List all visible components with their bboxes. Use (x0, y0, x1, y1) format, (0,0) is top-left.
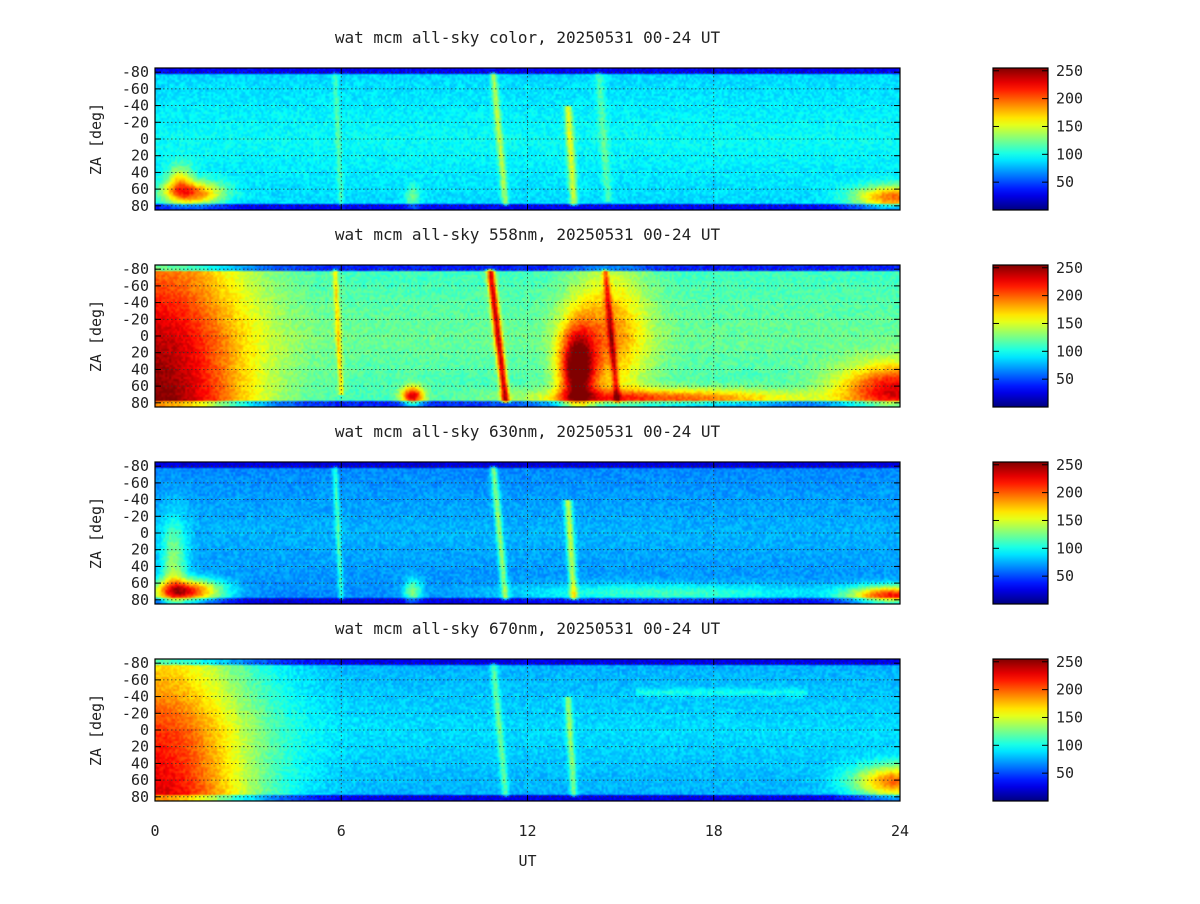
colorbar-tick-label: 200 (1056, 484, 1083, 502)
x-tick-label: 12 (518, 822, 536, 840)
colorbar-tick-label: 200 (1056, 287, 1083, 305)
colorbar-tick-label: 200 (1056, 681, 1083, 699)
y-tick-label: 0 (140, 130, 149, 148)
y-tick-label: -40 (122, 688, 149, 706)
colorbar-tick-label: 100 (1056, 342, 1083, 360)
y-tick-label: -20 (122, 310, 149, 328)
colorbar-tick-label: 50 (1056, 370, 1074, 388)
x-tick-label: 0 (150, 822, 159, 840)
y-tick-label: 80 (131, 197, 149, 215)
y-tick-label: 0 (140, 721, 149, 739)
y-tick-label: 60 (131, 377, 149, 395)
y-tick-label: 40 (131, 557, 149, 575)
y-tick-label: 80 (131, 394, 149, 412)
y-axis-label: ZA [deg] (87, 497, 105, 569)
colorbar-tick-label: 50 (1056, 567, 1074, 585)
panel-title: wat mcm all-sky 558nm, 20250531 00-24 UT (335, 225, 721, 244)
y-axis-label: ZA [deg] (87, 103, 105, 175)
colorbar-tick-label: 250 (1056, 62, 1083, 80)
colorbar-tick-label: 100 (1056, 145, 1083, 163)
y-tick-label: -60 (122, 277, 149, 295)
panel-2: wat mcm all-sky 558nm, 20250531 00-24 UT… (87, 225, 1083, 412)
colorbar (992, 67, 1049, 211)
y-tick-label: 20 (131, 147, 149, 165)
x-tick-label: 6 (337, 822, 346, 840)
y-tick-label: 40 (131, 163, 149, 181)
y-tick-label: 20 (131, 541, 149, 559)
y-axis-label: ZA [deg] (87, 300, 105, 372)
y-tick-label: -60 (122, 80, 149, 98)
y-tick-label: -20 (122, 507, 149, 525)
y-tick-label: -80 (122, 654, 149, 672)
y-tick-label: -80 (122, 457, 149, 475)
y-tick-label: -20 (122, 113, 149, 131)
y-tick-label: 60 (131, 574, 149, 592)
colorbar-tick-label: 50 (1056, 764, 1074, 782)
y-tick-label: 40 (131, 360, 149, 378)
y-tick-label: 60 (131, 180, 149, 198)
colorbar-tick-label: 250 (1056, 259, 1083, 277)
colorbar (992, 461, 1049, 605)
y-tick-label: -40 (122, 491, 149, 509)
y-axis-label: ZA [deg] (87, 694, 105, 766)
colorbar-tick-label: 150 (1056, 117, 1083, 135)
x-axis-label: UT (518, 852, 536, 870)
y-tick-label: 60 (131, 771, 149, 789)
colorbar (992, 264, 1049, 408)
panel-title: wat mcm all-sky 670nm, 20250531 00-24 UT (335, 619, 721, 638)
y-tick-label: 0 (140, 327, 149, 345)
y-tick-label: 20 (131, 738, 149, 756)
colorbar-tick-label: 50 (1056, 173, 1074, 191)
panel-1: wat mcm all-sky color, 20250531 00-24 UT… (87, 28, 1083, 215)
y-tick-label: 80 (131, 788, 149, 806)
colorbar-tick-label: 250 (1056, 653, 1083, 671)
y-tick-label: -80 (122, 63, 149, 81)
colorbar-tick-label: 150 (1056, 314, 1083, 332)
colorbar-tick-label: 150 (1056, 708, 1083, 726)
colorbar-tick-label: 250 (1056, 456, 1083, 474)
colorbar-tick-label: 100 (1056, 736, 1083, 754)
panel-title: wat mcm all-sky 630nm, 20250531 00-24 UT (335, 422, 721, 441)
y-tick-label: 40 (131, 754, 149, 772)
y-tick-label: -60 (122, 671, 149, 689)
y-tick-label: -20 (122, 704, 149, 722)
y-tick-label: 20 (131, 344, 149, 362)
y-tick-label: 0 (140, 524, 149, 542)
colorbar-tick-label: 200 (1056, 90, 1083, 108)
y-tick-label: -40 (122, 97, 149, 115)
panel-title: wat mcm all-sky color, 20250531 00-24 UT (335, 28, 721, 47)
colorbar-tick-label: 100 (1056, 539, 1083, 557)
y-tick-label: -80 (122, 260, 149, 278)
y-tick-label: -60 (122, 474, 149, 492)
colorbar-tick-label: 150 (1056, 511, 1083, 529)
x-tick-label: 18 (705, 822, 723, 840)
y-tick-label: -40 (122, 294, 149, 312)
panel-4: wat mcm all-sky 670nm, 20250531 00-24 UT… (87, 619, 1083, 870)
colorbar (992, 658, 1049, 802)
x-tick-label: 24 (891, 822, 909, 840)
y-tick-label: 80 (131, 591, 149, 609)
panel-3: wat mcm all-sky 630nm, 20250531 00-24 UT… (87, 422, 1083, 609)
